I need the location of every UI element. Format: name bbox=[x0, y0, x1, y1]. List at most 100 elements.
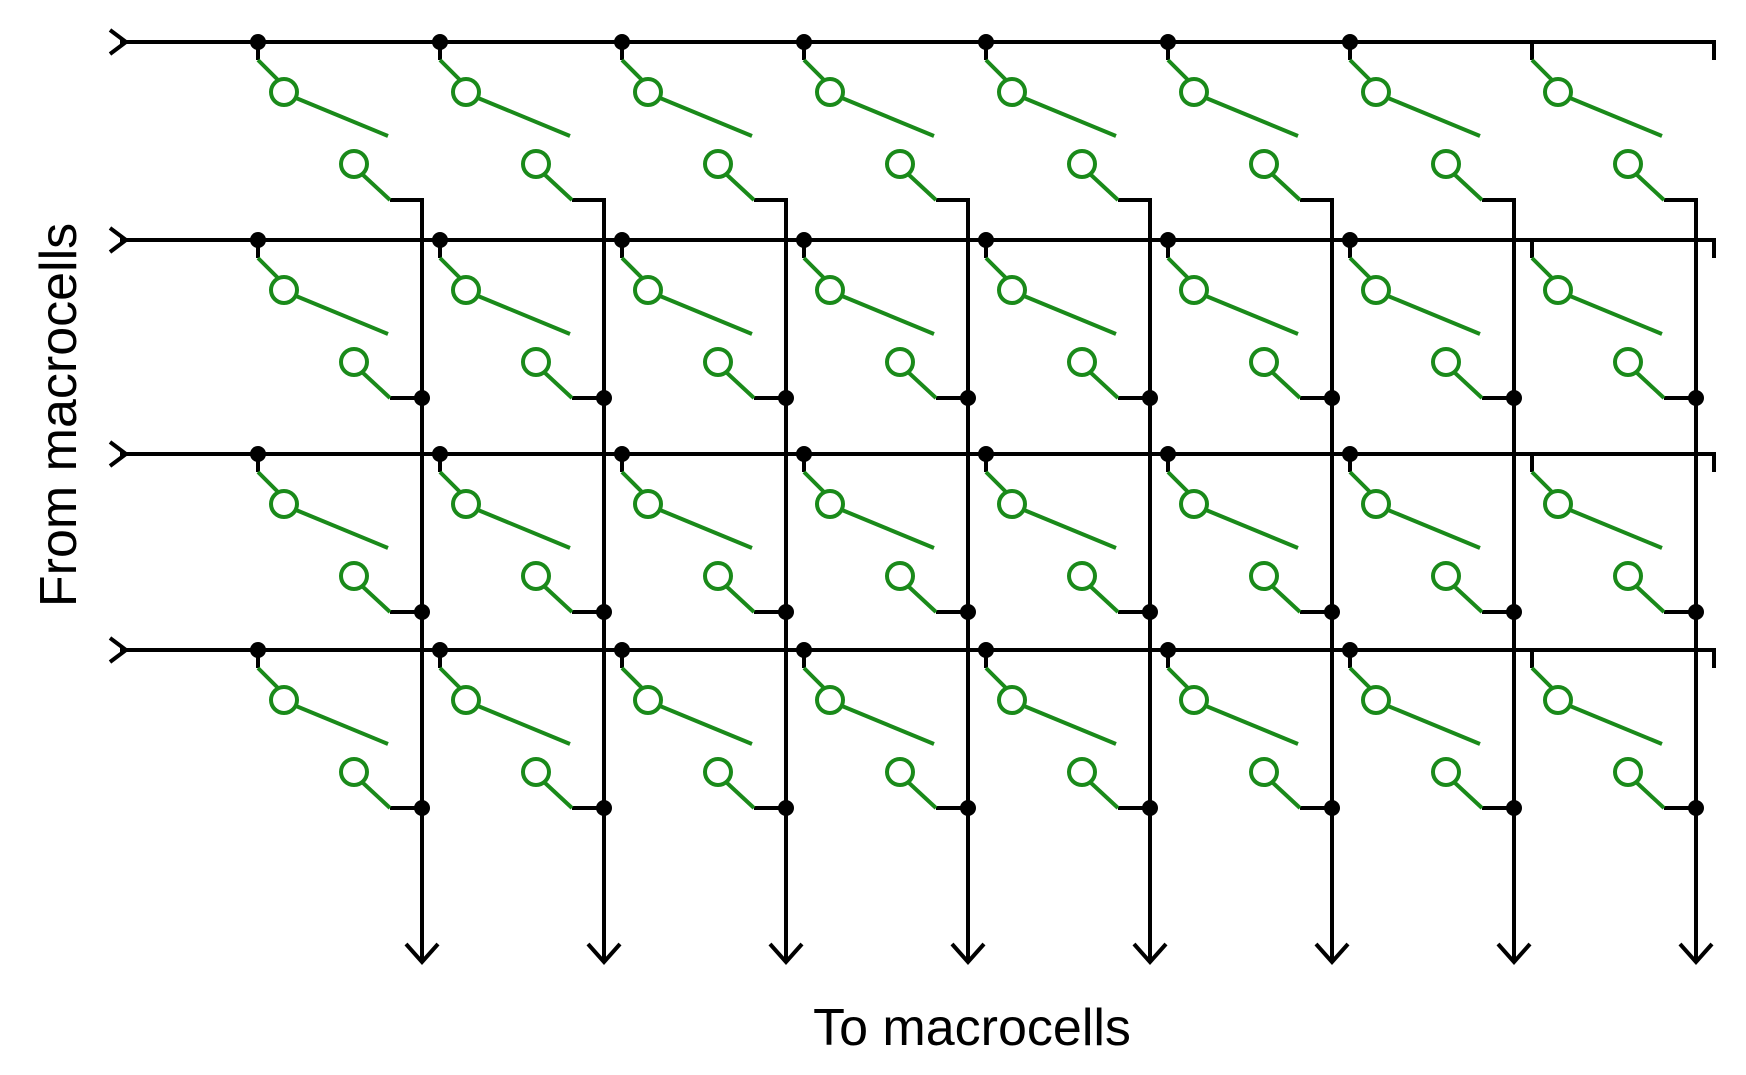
bus-junction-dot bbox=[614, 232, 630, 248]
switch-lever-arm bbox=[1023, 294, 1117, 336]
bus-junction-dot bbox=[432, 446, 448, 462]
switch-lever-arm bbox=[1205, 704, 1299, 746]
switch-contact-ring bbox=[269, 685, 299, 715]
switch-link bbox=[1270, 370, 1302, 400]
switch-lever-arm bbox=[477, 294, 571, 336]
wire-layer bbox=[108, 28, 1716, 966]
switch-link bbox=[256, 58, 280, 82]
switch-lever-arm bbox=[1387, 704, 1481, 746]
switch-contact-ring bbox=[885, 149, 915, 179]
bus-junction-dot bbox=[250, 232, 266, 248]
switch-link bbox=[724, 370, 756, 400]
switch-contact-ring bbox=[1543, 77, 1573, 107]
switch-link bbox=[360, 172, 392, 202]
switch-lever-arm bbox=[1387, 96, 1481, 138]
output-junction-dot bbox=[1688, 390, 1704, 406]
switch-link bbox=[984, 666, 1008, 690]
switch-contact-ring bbox=[1431, 347, 1461, 377]
switch-contact-ring bbox=[885, 347, 915, 377]
switch-contact-ring bbox=[1431, 561, 1461, 591]
switch-lever-arm bbox=[1387, 294, 1481, 336]
output-junction-dot bbox=[1688, 800, 1704, 816]
switch-contact-ring bbox=[1613, 149, 1643, 179]
bus-junction-dot bbox=[1342, 642, 1358, 658]
switch-contact-ring bbox=[1613, 757, 1643, 787]
switch-link bbox=[1530, 58, 1554, 82]
switch-link bbox=[360, 780, 392, 810]
switch-contact-ring bbox=[451, 489, 481, 519]
switch-contact-ring bbox=[1431, 149, 1461, 179]
switch-link bbox=[1634, 172, 1666, 202]
switch-link bbox=[1348, 58, 1372, 82]
switch-contact-ring bbox=[1179, 275, 1209, 305]
output-junction-dot bbox=[778, 800, 794, 816]
output-junction-dot bbox=[960, 604, 976, 620]
switch-contact-ring bbox=[451, 275, 481, 305]
switch-contact-ring bbox=[997, 275, 1027, 305]
switch-contact-ring bbox=[339, 757, 369, 787]
switch-lever-arm bbox=[477, 508, 571, 550]
switch-lever-arm bbox=[659, 508, 753, 550]
output-junction-dot bbox=[1506, 604, 1522, 620]
bus-junction-dot bbox=[250, 34, 266, 50]
switch-link bbox=[1452, 370, 1484, 400]
switch-contact-ring bbox=[1613, 347, 1643, 377]
switch-link bbox=[1452, 780, 1484, 810]
switch-contact-ring bbox=[1543, 275, 1573, 305]
switch-link bbox=[906, 370, 938, 400]
switch-contact-ring bbox=[997, 489, 1027, 519]
bus-junction-dot bbox=[250, 446, 266, 462]
switch-link bbox=[1348, 470, 1372, 494]
switch-link bbox=[438, 256, 462, 280]
switch-lever-arm bbox=[841, 96, 935, 138]
switch-link bbox=[724, 172, 756, 202]
switch-contact-ring bbox=[339, 561, 369, 591]
switch-link bbox=[438, 470, 462, 494]
switch-lever-arm bbox=[477, 704, 571, 746]
switch-contact-ring bbox=[451, 685, 481, 715]
bus-junction-dot bbox=[978, 232, 994, 248]
switch-link bbox=[620, 58, 644, 82]
switch-lever-arm bbox=[295, 96, 389, 138]
switch-link bbox=[1088, 172, 1120, 202]
output-junction-dot bbox=[1142, 800, 1158, 816]
switch-link bbox=[1452, 584, 1484, 614]
switch-link bbox=[438, 58, 462, 82]
switch-contact-ring bbox=[633, 275, 663, 305]
bus-junction-dot bbox=[1160, 232, 1176, 248]
switch-lever-arm bbox=[659, 704, 753, 746]
switch-contact-ring bbox=[1067, 561, 1097, 591]
bus-junction-dot bbox=[432, 34, 448, 50]
switch-contact-ring bbox=[1249, 347, 1279, 377]
switch-link bbox=[1166, 666, 1190, 690]
switch-link bbox=[1530, 666, 1554, 690]
switch-link bbox=[802, 666, 826, 690]
output-junction-dot bbox=[1142, 390, 1158, 406]
bus-junction-dot bbox=[250, 642, 266, 658]
switch-contact-ring bbox=[1613, 561, 1643, 591]
switch-contact-ring bbox=[1067, 757, 1097, 787]
switch-lever-arm bbox=[841, 704, 935, 746]
output-terminal-icon bbox=[404, 942, 440, 966]
switch-link bbox=[438, 666, 462, 690]
switch-link bbox=[984, 470, 1008, 494]
switch-lever-arm bbox=[841, 294, 935, 336]
switch-lever-arm bbox=[1205, 96, 1299, 138]
switch-contact-ring bbox=[1249, 561, 1279, 591]
switch-contact-ring bbox=[1179, 685, 1209, 715]
switch-lever-arm bbox=[1023, 96, 1117, 138]
switch-link bbox=[256, 256, 280, 280]
bus-junction-dot bbox=[796, 446, 812, 462]
switch-contact-ring bbox=[1431, 757, 1461, 787]
switch-link bbox=[906, 172, 938, 202]
switch-contact-ring bbox=[1067, 347, 1097, 377]
switch-link bbox=[984, 58, 1008, 82]
switch-contact-ring bbox=[1361, 489, 1391, 519]
switch-contact-ring bbox=[815, 275, 845, 305]
bus-junction-dot bbox=[614, 34, 630, 50]
switch-lever-arm bbox=[1023, 508, 1117, 550]
bus-junction-dot bbox=[1342, 34, 1358, 50]
switch-link bbox=[1348, 256, 1372, 280]
output-junction-dot bbox=[960, 390, 976, 406]
